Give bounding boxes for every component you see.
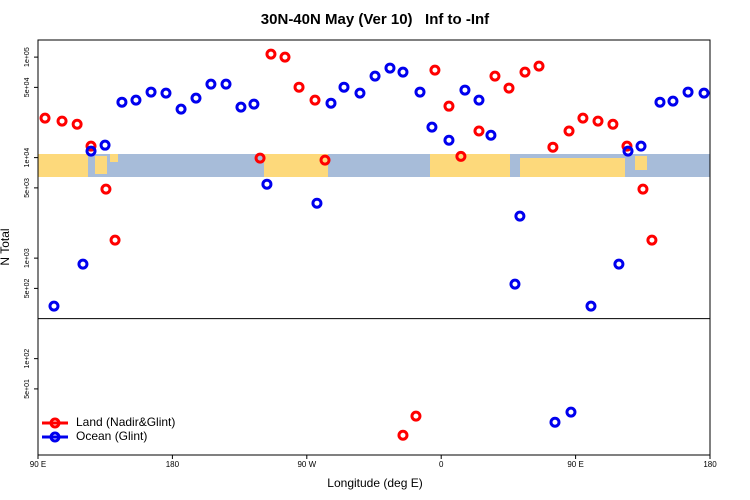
point (549, 416, 561, 428)
point (39, 112, 51, 124)
point (205, 78, 217, 90)
x-tick-label: 180 (166, 460, 180, 469)
point (489, 70, 501, 82)
point (145, 86, 157, 98)
point (48, 300, 60, 312)
point (613, 258, 625, 270)
plot-frame (37, 39, 711, 456)
point (397, 429, 409, 441)
point (637, 183, 649, 195)
x-tick-label: 90 W (297, 460, 316, 469)
point (533, 60, 545, 72)
point (667, 95, 679, 107)
point (160, 87, 172, 99)
point (654, 96, 666, 108)
point (100, 183, 112, 195)
legend-label: Ocean (Glint) (76, 429, 147, 443)
point (311, 197, 323, 209)
point (698, 87, 710, 99)
point (577, 112, 589, 124)
legend-marker (49, 417, 61, 429)
y-tick-label: 1e+02 (24, 349, 31, 369)
point (635, 140, 647, 152)
legend-label: Land (Nadir&Glint) (76, 415, 175, 429)
point (414, 86, 426, 98)
y-tick-label: 5e+01 (24, 379, 31, 399)
point (622, 145, 634, 157)
point (71, 118, 83, 130)
point (116, 96, 128, 108)
x-tick-label: 90 E (30, 460, 46, 469)
point (455, 150, 467, 162)
point (254, 152, 266, 164)
point (607, 118, 619, 130)
point (509, 278, 521, 290)
chart-title: 30N-40N May (Ver 10) Inf to -Inf (261, 11, 490, 28)
point (473, 94, 485, 106)
point (56, 115, 68, 127)
x-tick-label: 90 E (567, 460, 583, 469)
y-tick-label: 5e+04 (24, 77, 31, 97)
point (109, 234, 121, 246)
point (473, 125, 485, 137)
y-tick-label: 1e+03 (24, 248, 31, 268)
point (443, 134, 455, 146)
point (319, 154, 331, 166)
point (459, 84, 471, 96)
point (85, 145, 97, 157)
map-strip (38, 154, 710, 177)
point (261, 178, 273, 190)
y-tick-label: 1e+04 (24, 148, 31, 168)
point (514, 210, 526, 222)
point (547, 141, 559, 153)
point (190, 92, 202, 104)
point (485, 129, 497, 141)
point (130, 94, 142, 106)
x-axis-label: Longitude (deg E) (327, 476, 422, 490)
point (503, 82, 515, 94)
point (682, 86, 694, 98)
point (99, 139, 111, 151)
point (354, 87, 366, 99)
point (369, 70, 381, 82)
point (85, 140, 97, 152)
y-tick-label: 5e+02 (24, 278, 31, 298)
point (293, 81, 305, 93)
point (592, 115, 604, 127)
point (565, 406, 577, 418)
point (248, 98, 260, 110)
x-tick-label: 180 (703, 460, 717, 469)
x-tick-label: 0 (439, 460, 444, 469)
point (77, 258, 89, 270)
point (429, 64, 441, 76)
legend-marker (49, 431, 61, 443)
point (585, 300, 597, 312)
point (279, 51, 291, 63)
point (265, 48, 277, 60)
point (646, 234, 658, 246)
y-tick-label: 1e+05 (24, 47, 31, 67)
point (410, 410, 422, 422)
point (220, 78, 232, 90)
point (384, 62, 396, 74)
point (621, 140, 633, 152)
point (338, 81, 350, 93)
point (563, 125, 575, 137)
point (309, 94, 321, 106)
point (519, 66, 531, 78)
point (397, 66, 409, 78)
y-tick-label: 5e+03 (24, 178, 31, 198)
point (325, 97, 337, 109)
point (426, 121, 438, 133)
point (235, 101, 247, 113)
point (175, 103, 187, 115)
point (443, 100, 455, 112)
y-axis-label: N Total (0, 228, 12, 265)
